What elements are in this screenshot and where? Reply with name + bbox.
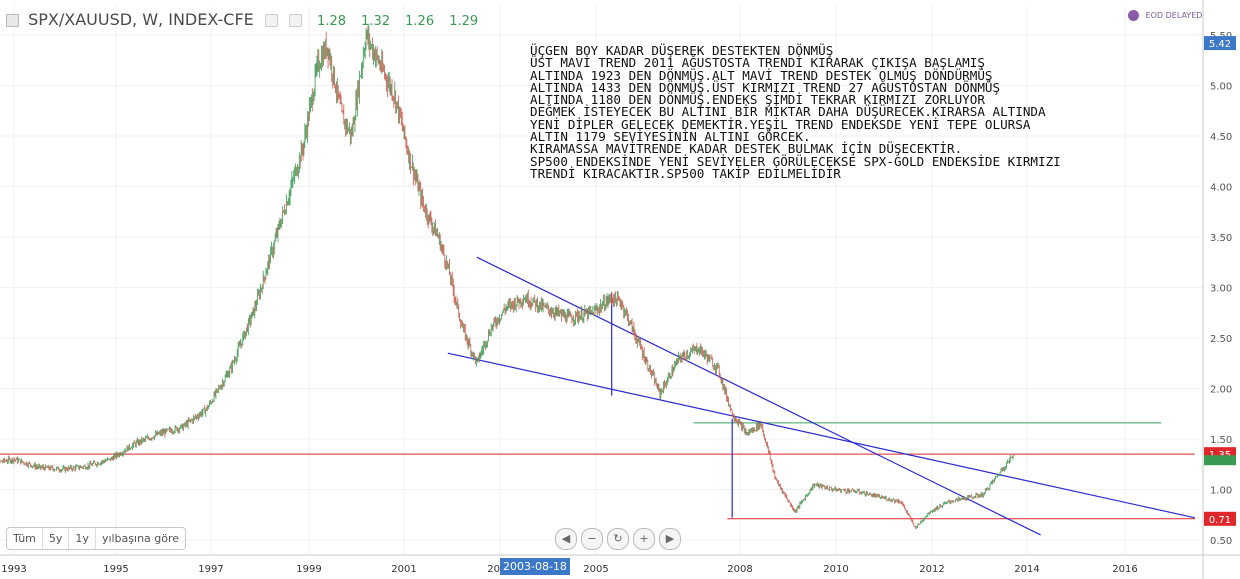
- x-tick-label: 1999: [296, 564, 321, 575]
- settings-icon[interactable]: [264, 14, 278, 27]
- reset-button[interactable]: ↻: [607, 528, 629, 550]
- last-price-box: [1204, 455, 1236, 466]
- y-tick-label: 0.50: [1210, 536, 1232, 547]
- annotation-line: ALTINDA 1180 DEN DÖNMÜŞ.ENDEKS ŞİMDİ TEK…: [530, 92, 985, 108]
- ohlc-low: 1.26: [405, 14, 435, 29]
- scroll-left-button[interactable]: ◀: [555, 528, 577, 550]
- x-tick-label: 2005: [583, 564, 608, 575]
- grid: [0, 5, 1203, 555]
- y-tick-label: 2.00: [1210, 385, 1232, 396]
- cursor-date-label: 2003-08-18: [500, 558, 570, 575]
- visibility-icon[interactable]: [288, 14, 302, 27]
- x-tick-label: 1997: [198, 564, 223, 575]
- annotation-line: ÜÇGEN BOY KADAR DÜŞEREK DESTEKTEN DÖNMÜŞ: [530, 43, 834, 58]
- annotation-line: SP500 ENDEKSİNDE YENİ SEVİYELER GÖRÜLECE…: [530, 153, 1061, 169]
- annotation-line: ÜST MAVİ TREND 2011 AĞUSTOSTA TRENDİ KIR…: [530, 55, 985, 71]
- ohlc-high: 1.32: [361, 14, 391, 29]
- x-tick-label: 2001: [391, 564, 416, 575]
- x-tick-label: 2012: [919, 564, 944, 575]
- x-tick-label: 2008: [727, 564, 752, 575]
- x-tick-label: 2014: [1014, 564, 1039, 575]
- y-tick-label: 3.00: [1210, 284, 1232, 295]
- annotation-line: YENİ DİPLER GELECEK DEMEKTİR.YEŞİL TREND…: [530, 116, 1031, 132]
- annotation-line: ALTINDA 1923 DEN DÖNMÜŞ.ALT MAVİ TREND D…: [530, 67, 993, 83]
- price-label-box: [1204, 36, 1236, 51]
- eod-label: EOD DELAYED: [1145, 11, 1203, 20]
- y-tick-label: 5.00: [1210, 82, 1232, 93]
- price-label: 0.71: [1209, 515, 1231, 526]
- chart-annotation: ÜÇGEN BOY KADAR DÜŞEREK DESTEKTEN DÖNMÜŞ…: [530, 43, 1170, 181]
- eod-badge: EOD DELAYED: [1128, 10, 1202, 21]
- ohlc-close: 1.29: [449, 14, 479, 29]
- x-tick-label: 2010: [823, 564, 848, 575]
- annotation-line: TRENDİ KIRACAKTIR.SP500 TAKİP EDİLMELİDİ…: [530, 165, 841, 181]
- y-tick-label: 4.50: [1210, 132, 1232, 143]
- y-tick-label: 4.00: [1210, 183, 1232, 194]
- ohlc-open: 1.28: [317, 14, 346, 29]
- range-ytd-button[interactable]: yılbaşına göre: [101, 532, 180, 545]
- trend-line: [476, 256, 1041, 536]
- y-tick-label: 3.50: [1210, 233, 1232, 244]
- y-tick-label: 1.50: [1210, 435, 1232, 446]
- chart-header: SPX/XAUUSD, W, INDEX-CFE 1.28 1.32 1.26 …: [6, 10, 478, 29]
- drawn-lines: [0, 256, 1196, 536]
- range-all-button[interactable]: Tüm: [7, 528, 43, 549]
- symbol-title: SPX/XAUUSD, W, INDEX-CFE: [28, 10, 254, 29]
- price-label: 5.42: [1209, 39, 1231, 50]
- x-tick-label: 2016: [1112, 564, 1137, 575]
- annotation-line: ALTINDA 1433 DEN DÖNMÜŞ.ÜST KIRMIZI TREN…: [530, 79, 1001, 95]
- trend-line: [447, 352, 1196, 519]
- add-symbol-icon[interactable]: [6, 14, 19, 27]
- price-label-box: [1204, 511, 1236, 526]
- scroll-right-button[interactable]: ▶: [659, 528, 681, 550]
- chart-navigation: ◀ − ↻ + ▶: [555, 528, 685, 550]
- y-tick-label: 1.00: [1210, 486, 1232, 497]
- price-series: [0, 23, 1015, 530]
- annotation-line: ALTIN 1179 SEVİYESİNİN ALTINI GÖRCEK.: [530, 129, 811, 145]
- zoom-in-button[interactable]: +: [633, 528, 655, 550]
- x-tick-label: 1995: [103, 564, 128, 575]
- annotation-line: DEĞMEK İSTEYECEK BU ALTINI BİR MİKTAR DA…: [530, 104, 1046, 120]
- annotation-line: KIRAMASSA MAVİTRENDE KADAR DESTEK BULMAK…: [530, 141, 963, 157]
- range-1y-button[interactable]: 1y: [69, 528, 96, 549]
- calendar-icon: [1128, 10, 1139, 21]
- y-tick-label: 2.50: [1210, 334, 1232, 345]
- zoom-out-button[interactable]: −: [581, 528, 603, 550]
- range-5y-button[interactable]: 5y: [43, 528, 70, 549]
- range-selector: Tüm 5y 1y yılbaşına göre: [6, 527, 187, 550]
- x-tick-label: 1993: [1, 564, 26, 575]
